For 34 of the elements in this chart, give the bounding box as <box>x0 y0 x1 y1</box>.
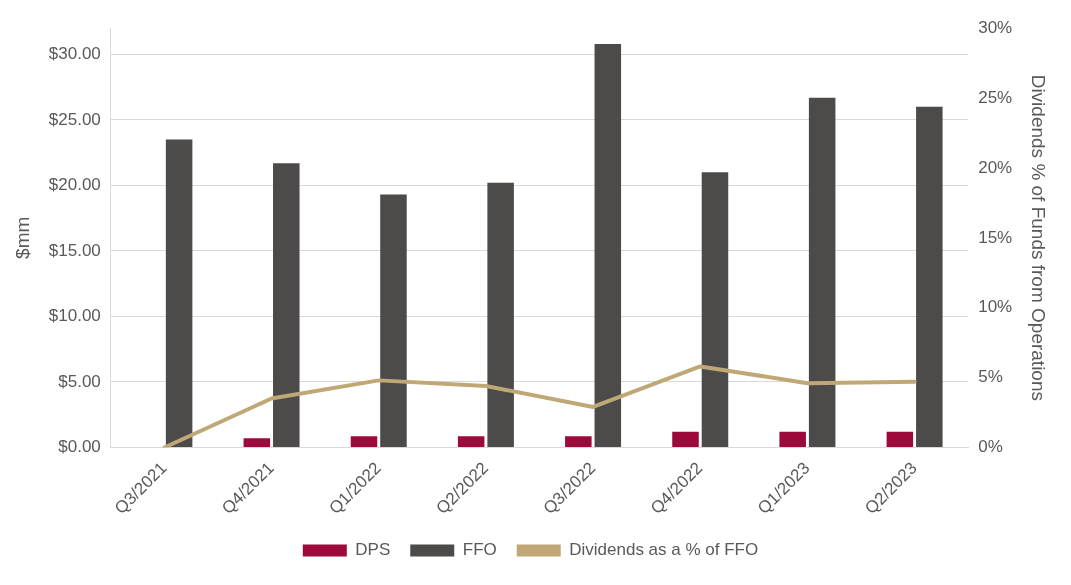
y2-tick-label: 20% <box>978 157 1013 177</box>
y2-axis-title: Dividends % of Funds from Operations <box>1028 74 1050 401</box>
y-tick-label: $20.00 <box>48 175 101 195</box>
y-tick-label: $30.00 <box>48 44 101 64</box>
y2-tick-label: 15% <box>978 227 1013 247</box>
bar <box>273 163 300 447</box>
bar <box>808 97 836 447</box>
y2-tick-label: 0% <box>978 437 1003 457</box>
y-tick-label: $0.00 <box>58 437 101 457</box>
y2-tick-label: 10% <box>978 297 1013 317</box>
bar <box>243 438 271 447</box>
bar <box>672 431 699 447</box>
y2-tick-label: 25% <box>978 87 1013 107</box>
legend-label: Dividends as a % of FFO <box>569 540 759 560</box>
y-axis-title: $mm <box>11 216 33 259</box>
bar <box>487 182 514 447</box>
bar <box>380 194 407 447</box>
bar <box>886 431 914 447</box>
bar <box>457 436 485 447</box>
legend-label: FFO <box>462 540 497 560</box>
bar <box>565 436 592 447</box>
y-tick-label: $25.00 <box>48 109 101 129</box>
y2-tick-label: 5% <box>978 367 1003 387</box>
bar <box>165 139 193 447</box>
bar <box>779 431 806 447</box>
bar <box>916 106 943 447</box>
y2-tick-label: 30% <box>978 17 1013 37</box>
bar <box>701 172 729 447</box>
legend-label: DPS <box>355 540 391 560</box>
y-tick-label: $5.00 <box>58 371 101 391</box>
bar <box>594 43 622 447</box>
bar <box>350 436 378 447</box>
y-tick-label: $15.00 <box>48 240 101 260</box>
y-tick-label: $10.00 <box>48 306 101 326</box>
